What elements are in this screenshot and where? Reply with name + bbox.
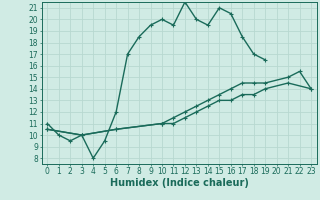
- X-axis label: Humidex (Indice chaleur): Humidex (Indice chaleur): [110, 178, 249, 188]
